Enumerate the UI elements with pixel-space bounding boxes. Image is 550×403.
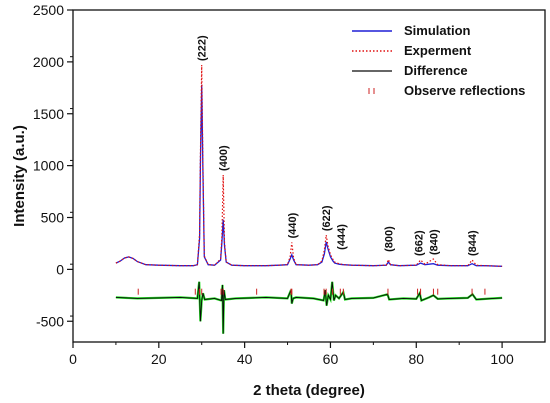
legend-label: Simulation: [404, 23, 471, 38]
peak-label: (662): [413, 230, 425, 256]
peak-label: (800): [383, 226, 395, 252]
plot-frame: [72, 9, 546, 343]
peak-label: (840): [428, 229, 440, 255]
y-tick-label: 1500: [33, 106, 64, 122]
legend: Simulation Experment Difference Observe ref…: [352, 23, 525, 98]
y-tick-label: 1000: [33, 158, 64, 174]
peak-label: (444): [336, 224, 348, 250]
y-tick-label: 2000: [33, 54, 64, 70]
peak-annotations: (222) (400) (440) (622)(444) (800) (662) (840)…: [197, 35, 479, 256]
difference-trace-green: [115, 281, 503, 334]
y-tick-label: 0: [56, 261, 64, 277]
peak-label: (400): [218, 145, 230, 171]
x-axis-title: 2 theta (degree): [253, 382, 365, 399]
x-tick-label: 60: [323, 351, 339, 367]
y-tick-label: 2500: [33, 2, 64, 18]
peak-label: (622): [321, 205, 333, 231]
y-tick-label: -500: [36, 313, 64, 329]
series-difference: [115, 281, 503, 334]
y-tick-label: 500: [41, 210, 65, 226]
axis-ticks: 0 20 40 60 80 100 -500 0 500 1000 1500 2000 2500: [33, 2, 514, 367]
peak-label: (222): [197, 35, 209, 61]
x-tick-label: 20: [151, 351, 167, 367]
series-simulation: [115, 84, 503, 267]
peak-label: (440): [287, 212, 299, 238]
y-axis-title: Intensity (a.u.): [11, 125, 28, 227]
series-layer: [115, 64, 503, 334]
peak-label: (844): [467, 230, 479, 256]
x-tick-label: 100: [490, 351, 514, 367]
x-tick-label: 80: [408, 351, 424, 367]
series-experiment: [115, 64, 503, 267]
x-tick-label: 0: [69, 351, 77, 367]
legend-label: Observe reflections: [404, 83, 525, 98]
legend-label: Experment: [404, 43, 472, 58]
legend-label: Difference: [404, 63, 468, 78]
x-tick-label: 40: [237, 351, 253, 367]
